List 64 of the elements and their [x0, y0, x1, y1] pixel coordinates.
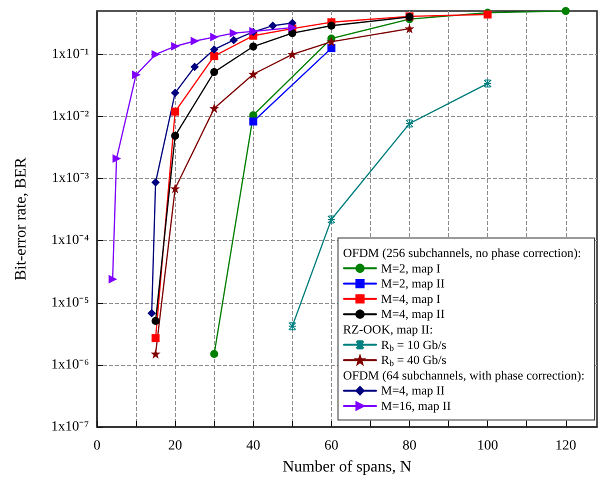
point: [171, 132, 180, 140]
point: [406, 24, 414, 33]
point: [210, 104, 218, 112]
point: [152, 350, 160, 358]
point: [152, 316, 160, 325]
point: [210, 45, 218, 54]
point: [249, 42, 258, 51]
point: [171, 184, 180, 193]
point: [484, 80, 492, 88]
legend-label: M=2, map I: [381, 261, 440, 276]
point: [152, 334, 160, 342]
point: [171, 42, 180, 50]
point: [108, 275, 117, 284]
y-tick-label: 1x10⁻⁶: [51, 357, 90, 372]
legend-label: M=2, map II: [381, 276, 445, 291]
x-tick-label: 80: [402, 438, 416, 454]
y-tick-label: 1x10⁻⁴: [51, 233, 90, 248]
point: [327, 44, 336, 52]
point: [268, 22, 277, 30]
x-tick-label: 120: [555, 438, 576, 454]
legend-label: M=16, map II: [381, 399, 451, 413]
x-tick-label: 0: [94, 438, 100, 454]
x-tick-label: 20: [168, 438, 182, 454]
point: [230, 36, 238, 44]
point: [327, 215, 336, 224]
point: [190, 62, 199, 71]
point: [132, 70, 140, 79]
x-tick-label: 60: [324, 438, 338, 454]
point: [249, 70, 258, 78]
point: [249, 118, 258, 126]
y-axis-title: Bit-error rate, BER: [12, 157, 30, 281]
y-tick-label: 1x10⁻³: [52, 171, 89, 186]
point: [148, 309, 156, 318]
point: [288, 29, 296, 38]
y-tick-label: 1x10⁻¹: [52, 46, 89, 62]
point: [230, 29, 238, 38]
point: [210, 52, 218, 60]
legend-label: M=4, map I: [381, 292, 440, 306]
point: [152, 50, 160, 58]
point: [288, 50, 296, 58]
point: [288, 322, 296, 330]
annotation: RZ-OOK, map II:: [343, 322, 433, 336]
point: [190, 37, 199, 46]
y-tick-label: 1x10⁻⁵: [51, 295, 90, 310]
point: [406, 120, 414, 128]
point: [210, 68, 218, 76]
y-tick-label: 1x10⁻²: [52, 109, 89, 124]
x-tick-label: 40: [246, 438, 260, 454]
legend-label: M=4, map II: [381, 384, 445, 398]
point: [210, 350, 218, 358]
point: [152, 178, 160, 186]
annotation: OFDM (64 subchannels, with phase correction):: [343, 368, 585, 382]
point: [327, 22, 336, 30]
annotation: OFDM (256 subchannels, no phase correction):: [343, 246, 582, 260]
point: [171, 108, 180, 116]
x-tick-label: 100: [477, 438, 498, 454]
x-axis-title: Number of spans, N: [282, 458, 412, 476]
point: [171, 88, 180, 97]
point: [327, 38, 336, 46]
point: [562, 7, 570, 15]
legend-label: M=4, map II: [381, 307, 445, 322]
point: [210, 33, 218, 42]
point: [112, 154, 121, 163]
y-tick-label: 1x10⁻⁷: [51, 420, 90, 434]
